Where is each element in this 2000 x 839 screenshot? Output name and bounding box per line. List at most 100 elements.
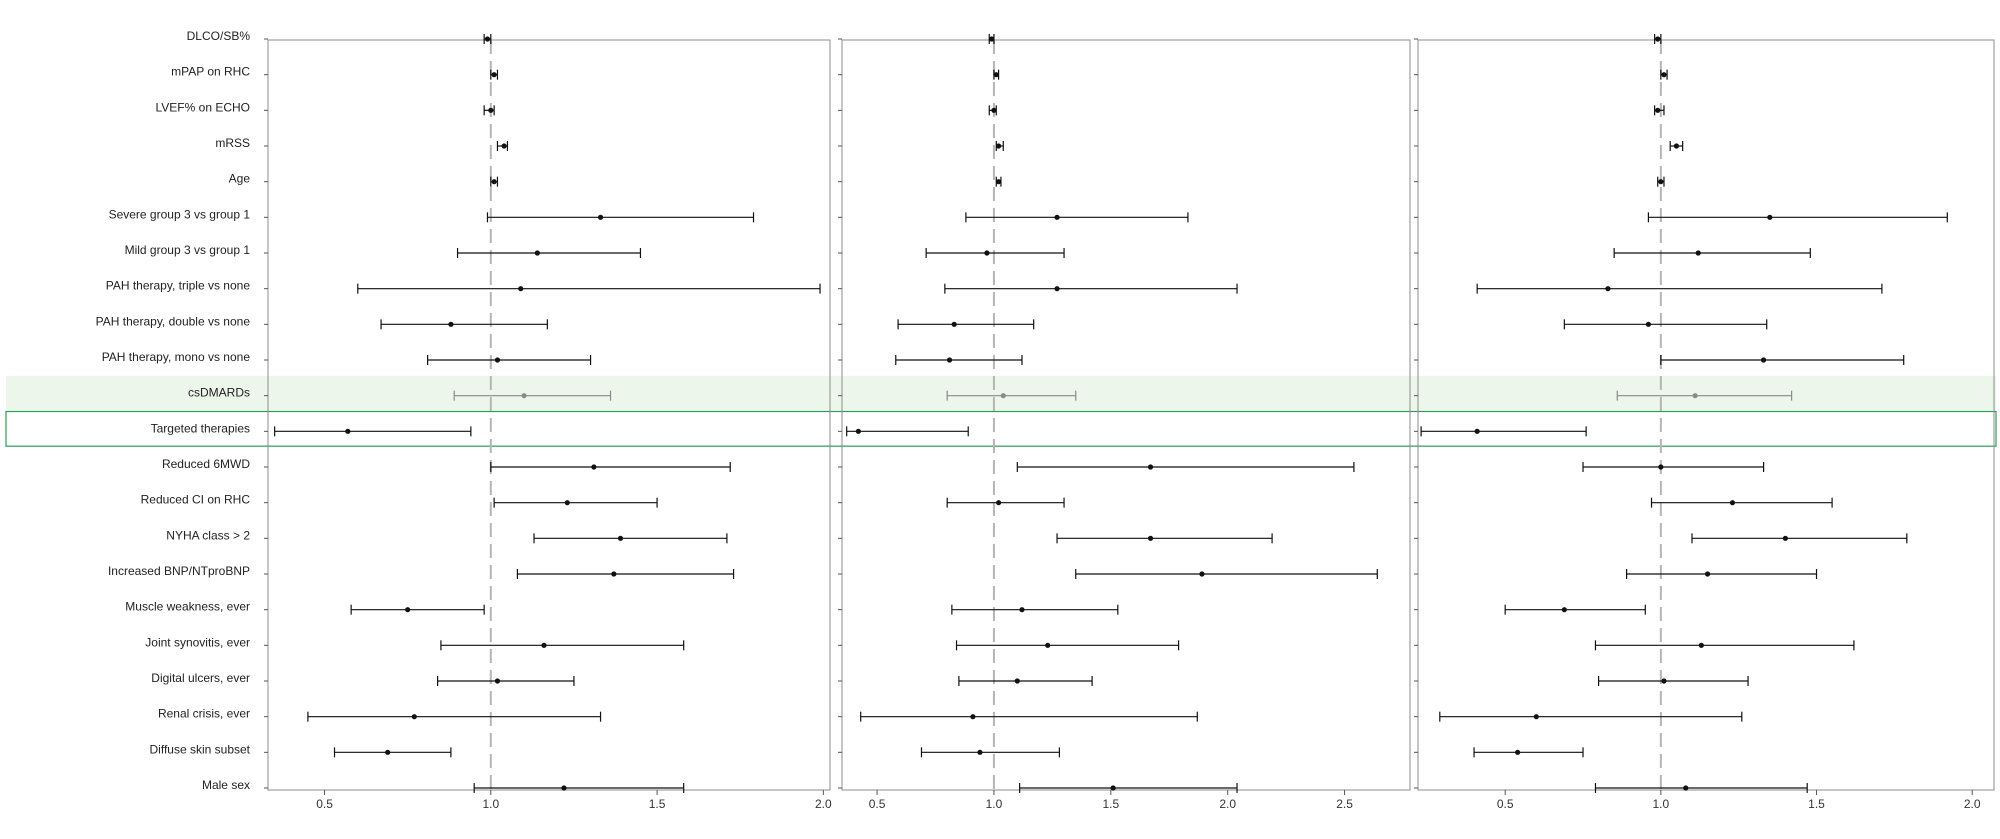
point-estimate — [1698, 642, 1704, 648]
estimate-muscle-weakness-ever — [1504, 604, 1646, 615]
estimate-csdmards — [946, 390, 1077, 401]
point-estimate — [996, 143, 1002, 149]
x-tick-label: 1.0 — [482, 797, 499, 811]
point-estimate — [591, 464, 597, 470]
point-estimate — [1655, 107, 1661, 113]
estimate-mrss — [496, 141, 509, 151]
point-estimate — [488, 107, 494, 113]
estimate-reduced-ci-on-rhc — [1650, 497, 1833, 508]
x-tick-label: 1.5 — [1102, 797, 1119, 811]
point-estimate — [996, 179, 1002, 185]
estimate-mild-group-3-vs-group-1 — [1613, 248, 1811, 258]
point-estimate — [494, 357, 501, 363]
point-estimate — [1695, 250, 1701, 256]
estimate-digital-ulcers-ever — [958, 676, 1093, 686]
estimate-pah-therapy-double-vs-none — [1563, 319, 1768, 330]
point-estimate — [1673, 143, 1680, 149]
estimate-male-sex — [1019, 783, 1238, 793]
estimate-pah-therapy-double-vs-none — [897, 319, 1035, 330]
estimate-age — [1657, 176, 1665, 187]
row-label-diffuse-skin-subset: Diffuse skin subset — [150, 742, 251, 756]
point-estimate — [484, 36, 491, 42]
row-label-increased-bnp-ntprobnp: Increased BNP/NTproBNP — [108, 564, 250, 578]
point-estimate — [1533, 714, 1539, 720]
point-estimate — [1661, 72, 1667, 78]
row-label-digital-ulcers-ever: Digital ulcers, ever — [151, 671, 250, 685]
point-estimate — [1110, 785, 1116, 791]
point-estimate — [1658, 179, 1664, 185]
point-estimate — [1515, 749, 1521, 755]
estimate-digital-ulcers-ever — [436, 676, 575, 686]
estimate-mpap-on-rhc — [1660, 69, 1668, 80]
row-label-reduced-6mwd: Reduced 6MWD — [162, 457, 250, 471]
point-estimate — [1054, 286, 1060, 292]
estimate-age — [995, 176, 1002, 187]
point-estimate — [1561, 607, 1567, 613]
point-estimate — [1782, 535, 1788, 541]
estimate-mpap-on-rhc — [993, 69, 1000, 80]
point-estimate — [1605, 286, 1611, 292]
estimate-nyha-class-2 — [1691, 533, 1908, 544]
estimate-renal-crisis-ever — [860, 711, 1198, 722]
point-estimate — [1014, 678, 1020, 684]
point-estimate — [996, 500, 1002, 506]
estimate-mrss — [995, 141, 1004, 151]
point-estimate — [946, 357, 953, 363]
point-estimate — [1054, 214, 1060, 220]
estimate-pah-therapy-mono-vs-none — [427, 355, 592, 365]
x-tick-label: 1.5 — [649, 797, 666, 811]
point-estimate — [385, 749, 391, 755]
x-tick-label: 2.0 — [1964, 797, 1981, 811]
estimate-severe-group-3-vs-group-1 — [1647, 212, 1948, 223]
row-label-age: Age — [229, 172, 251, 186]
row-label-dlco-sb: DLCO/SB% — [187, 29, 251, 43]
estimate-digital-ulcers-ever — [1597, 676, 1749, 686]
row-label-pah-therapy-triple-vs-none: PAH therapy, triple vs none — [106, 279, 251, 293]
point-estimate — [951, 321, 957, 327]
point-estimate — [1761, 357, 1767, 363]
point-estimate — [1683, 785, 1689, 791]
row-label-targeted-therapies: Targeted therapies — [151, 421, 250, 435]
estimate-nyha-class-2 — [1056, 533, 1273, 544]
point-estimate — [518, 286, 524, 292]
point-estimate — [1692, 393, 1698, 399]
estimate-nyha-class-2 — [533, 533, 728, 544]
estimate-pah-therapy-triple-vs-none — [1476, 283, 1883, 294]
panel-3: 0.5 1.0 1.5 2.0 — [1414, 34, 1995, 811]
estimate-pah-therapy-double-vs-none — [380, 319, 548, 330]
x-tick-label: 1.5 — [1808, 797, 1825, 811]
estimate-dlco-sb — [988, 34, 995, 44]
point-estimate — [561, 785, 567, 791]
point-estimate — [597, 214, 604, 220]
estimate-diffuse-skin-subset — [1473, 747, 1584, 758]
point-estimate — [1147, 464, 1154, 470]
point-estimate — [501, 143, 507, 149]
point-estimate — [1000, 393, 1006, 399]
estimate-increased-bnp-ntprobnp — [1626, 569, 1818, 579]
row-label-mild-group-3-vs-group-1: Mild group 3 vs group 1 — [125, 243, 251, 257]
point-estimate — [564, 500, 570, 506]
point-estimate — [491, 72, 497, 78]
estimate-reduced-6mwd — [1582, 462, 1765, 472]
estimate-mild-group-3-vs-group-1 — [925, 248, 1065, 258]
estimate-targeted-therapies — [846, 426, 969, 437]
point-estimate — [534, 250, 540, 256]
estimate-csdmards — [453, 390, 612, 401]
x-tick-label: 1.0 — [1653, 797, 1670, 811]
panel-frame — [841, 39, 1411, 791]
panel-frame — [267, 39, 831, 791]
highlight-band-csdmards — [6, 375, 1996, 411]
estimate-increased-bnp-ntprobnp — [516, 569, 735, 579]
point-estimate — [855, 428, 861, 434]
row-label-joint-synovitis-ever: Joint synovitis, ever — [145, 635, 250, 649]
estimate-reduced-ci-on-rhc — [946, 497, 1065, 508]
estimate-muscle-weakness-ever — [951, 604, 1119, 615]
estimate-lvef-on-echo — [483, 105, 495, 116]
row-label-pah-therapy-double-vs-none: PAH therapy, double vs none — [96, 314, 251, 328]
row-label-male-sex: Male sex — [202, 778, 250, 792]
estimate-renal-crisis-ever — [1439, 711, 1743, 722]
row-label-mrss: mRSS — [215, 136, 250, 150]
estimate-joint-synovitis-ever — [440, 640, 685, 651]
estimate-increased-bnp-ntprobnp — [1075, 569, 1378, 579]
estimate-targeted-therapies — [274, 426, 472, 437]
